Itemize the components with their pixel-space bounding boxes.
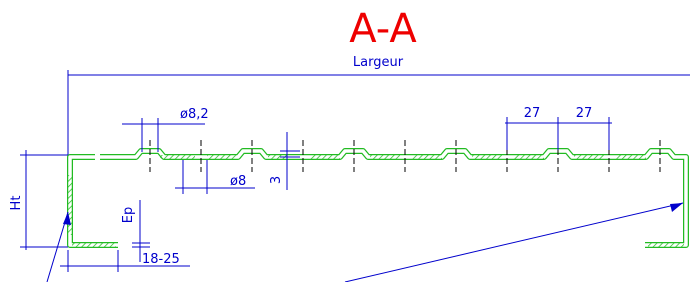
hole-large-label: ø8,2	[180, 107, 209, 122]
hole-dimension: ø8,2 ø8	[122, 107, 255, 194]
width-label: Largeur	[353, 55, 404, 70]
height-label: Ht	[9, 196, 24, 211]
section-title: A-A	[349, 6, 417, 52]
return-label: 18-25	[142, 252, 180, 267]
profile	[68, 151, 686, 247]
height-dimension: Ht	[9, 150, 68, 250]
drawing: A-A Largeur	[0, 0, 690, 282]
width-dimension: Largeur	[68, 55, 690, 160]
pitch-2-label: 27	[576, 106, 593, 121]
rib-height-label: 3	[269, 176, 284, 184]
pitch-1-label: 27	[524, 106, 541, 121]
rib-height-dimension: 3	[269, 132, 300, 190]
return-dimension: 18-25	[60, 250, 190, 272]
pitch-dimension: 27 27	[505, 106, 612, 150]
thickness-label: Ep	[121, 207, 136, 223]
hole-small-label: ø8	[230, 174, 246, 189]
